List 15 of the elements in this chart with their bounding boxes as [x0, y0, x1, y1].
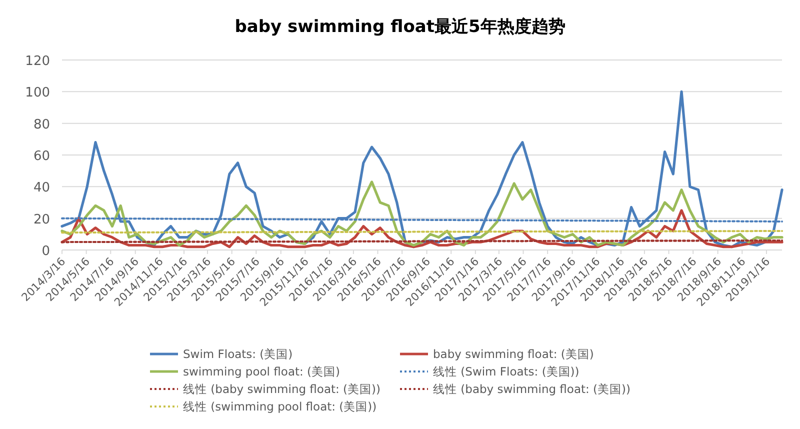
legend-label: 线性 (baby swimming float: (美国)): [183, 382, 381, 396]
y-tick-label: 100: [25, 86, 50, 101]
legend-label: 线性 (swimming pool float: (美国)): [183, 400, 377, 414]
legend-label: baby swimming float: (美国): [433, 347, 594, 361]
legend-label: 线性 (Swim Floats: (美国)): [433, 364, 580, 378]
y-tick-label: 80: [33, 117, 50, 132]
chart-title: baby swimming float最近5年热度趋势: [234, 17, 566, 37]
y-tick-label: 0: [42, 244, 50, 259]
y-tick-label: 40: [33, 180, 50, 196]
y-tick-label: 60: [33, 149, 50, 164]
y-tick-label: 20: [33, 212, 50, 228]
legend-label: 线性 (baby swimming float: (美国)): [433, 382, 631, 396]
legend-label: swimming pool float: (美国): [183, 364, 340, 378]
legend-label: Swim Floats: (美国): [183, 347, 293, 361]
y-tick-label: 120: [25, 54, 50, 69]
